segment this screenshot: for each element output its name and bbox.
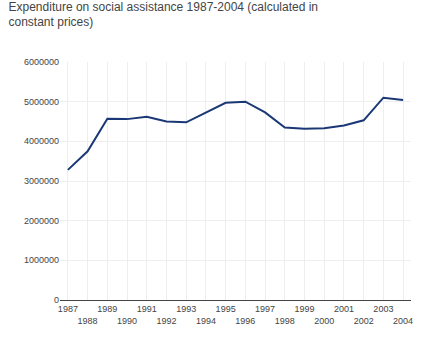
svg-text:4000000: 4000000 bbox=[24, 136, 59, 146]
svg-text:3000000: 3000000 bbox=[24, 176, 59, 186]
svg-text:1993: 1993 bbox=[176, 304, 196, 314]
svg-text:1996: 1996 bbox=[235, 316, 255, 326]
svg-text:2000000: 2000000 bbox=[24, 216, 59, 226]
svg-text:1988: 1988 bbox=[78, 316, 98, 326]
svg-text:1994: 1994 bbox=[196, 316, 216, 326]
svg-text:1997: 1997 bbox=[255, 304, 275, 314]
svg-text:2004: 2004 bbox=[393, 316, 413, 326]
svg-text:2002: 2002 bbox=[354, 316, 374, 326]
svg-text:1990: 1990 bbox=[117, 316, 137, 326]
svg-text:6000000: 6000000 bbox=[24, 57, 59, 67]
svg-text:1998: 1998 bbox=[275, 316, 295, 326]
svg-text:1992: 1992 bbox=[156, 316, 176, 326]
svg-text:0: 0 bbox=[54, 295, 59, 305]
svg-text:1000000: 1000000 bbox=[24, 255, 59, 265]
svg-text:1991: 1991 bbox=[137, 304, 157, 314]
svg-text:1995: 1995 bbox=[216, 304, 236, 314]
svg-text:5000000: 5000000 bbox=[24, 97, 59, 107]
svg-text:2000: 2000 bbox=[314, 316, 334, 326]
svg-text:1989: 1989 bbox=[97, 304, 117, 314]
svg-text:1987: 1987 bbox=[58, 304, 78, 314]
svg-text:2003: 2003 bbox=[373, 304, 393, 314]
svg-text:2001: 2001 bbox=[334, 304, 354, 314]
svg-text:Expenditure on social assistan: Expenditure on social assistance 1987-20… bbox=[9, 0, 319, 29]
svg-text:1999: 1999 bbox=[295, 304, 315, 314]
